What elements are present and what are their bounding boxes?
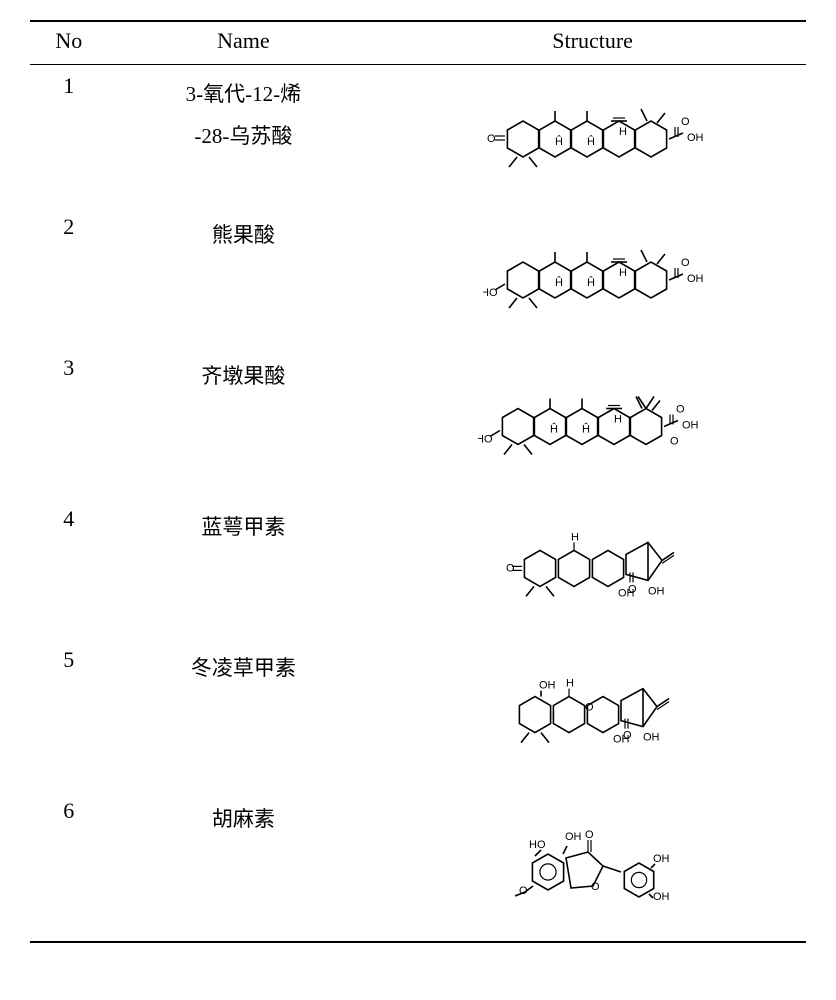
compounds-table: No Name Structure 13-氧代-12-烯-28-乌苏酸ĤĤHOO…: [30, 20, 806, 943]
cell-no: 1: [30, 65, 108, 207]
svg-text:O: O: [681, 257, 690, 269]
svg-text:O: O: [670, 436, 679, 448]
cell-no: 3: [30, 347, 108, 498]
cell-name: 齐墩果酸: [108, 347, 380, 498]
svg-text:H: H: [566, 678, 574, 690]
table-row: 2熊果酸ĤĤHOOHHO: [30, 206, 806, 347]
svg-text:OH: OH: [643, 732, 660, 744]
svg-text:OH: OH: [687, 273, 703, 285]
cell-structure: OHOHOOH: [379, 498, 806, 639]
structure-diagram: OHOHOHOOH: [493, 647, 693, 777]
svg-text:OH: OH: [565, 831, 582, 843]
structure-diagram: Ĥ Ĥ H O OH O: [483, 73, 703, 193]
svg-text:O: O: [676, 404, 685, 416]
svg-text:OH: OH: [687, 132, 703, 144]
svg-text:H: H: [619, 126, 627, 138]
svg-text:O: O: [585, 702, 594, 714]
cell-structure: OHOHOHOOH: [379, 639, 806, 790]
structure-diagram: ĤĤHOOHHOO: [478, 355, 708, 485]
svg-text:O: O: [623, 730, 632, 742]
cell-no: 4: [30, 498, 108, 639]
cell-structure: Ĥ Ĥ H O OH O: [379, 65, 806, 207]
table-header-row: No Name Structure: [30, 21, 806, 65]
cell-structure: ĤĤHOOHHOO: [379, 347, 806, 498]
table-row: 5冬凌草甲素OHOHOHOOH: [30, 639, 806, 790]
svg-text:O: O: [681, 116, 690, 128]
header-name: Name: [108, 21, 380, 65]
svg-text:OH: OH: [653, 891, 670, 903]
svg-text:O: O: [487, 133, 496, 145]
svg-text:O: O: [591, 881, 600, 893]
cell-name: 熊果酸: [108, 206, 380, 347]
svg-text:H: H: [614, 414, 622, 426]
svg-text:Ĥ: Ĥ: [550, 423, 558, 436]
svg-text:H: H: [619, 267, 627, 279]
svg-text:HO: HO: [483, 287, 498, 299]
table-row: 4蓝萼甲素OHOHOOH: [30, 498, 806, 639]
svg-text:O: O: [628, 583, 637, 595]
cell-name: 冬凌草甲素: [108, 639, 380, 790]
svg-text:Ĥ: Ĥ: [582, 423, 590, 436]
cell-no: 5: [30, 639, 108, 790]
svg-text:OH: OH: [653, 853, 670, 865]
svg-text:OH: OH: [539, 680, 556, 692]
svg-text:OH: OH: [682, 420, 699, 432]
table-row: 6胡麻素OOHOOHOOHOH: [30, 790, 806, 942]
svg-text:O: O: [585, 829, 594, 841]
table-row: 3齐墩果酸ĤĤHOOHHOO: [30, 347, 806, 498]
svg-text:Ĥ: Ĥ: [587, 276, 595, 289]
structure-diagram: ĤĤHOOHHO: [483, 214, 703, 334]
cell-no: 6: [30, 790, 108, 942]
cell-no: 2: [30, 206, 108, 347]
svg-text:HO: HO: [478, 434, 493, 446]
svg-text:Ĥ: Ĥ: [587, 135, 595, 148]
svg-text:Ĥ: Ĥ: [555, 276, 563, 289]
structure-diagram: OOHOOHOOHOH: [493, 798, 693, 928]
svg-text:OH: OH: [648, 585, 665, 597]
cell-name: 3-氧代-12-烯-28-乌苏酸: [108, 65, 380, 207]
svg-text:HO: HO: [529, 839, 546, 851]
table-row: 13-氧代-12-烯-28-乌苏酸 Ĥ Ĥ H O OH O: [30, 65, 806, 207]
structure-diagram: OHOHOOH: [498, 506, 688, 626]
svg-text:H: H: [571, 531, 579, 543]
header-structure: Structure: [379, 21, 806, 65]
table-body: 13-氧代-12-烯-28-乌苏酸ĤĤHOOHO2熊果酸ĤĤHOOHHO3齐墩果…: [30, 65, 806, 943]
cell-name: 胡麻素: [108, 790, 380, 942]
cell-structure: OOHOOHOOHOH: [379, 790, 806, 942]
svg-text:Ĥ: Ĥ: [555, 135, 563, 148]
cell-structure: ĤĤHOOHHO: [379, 206, 806, 347]
cell-name: 蓝萼甲素: [108, 498, 380, 639]
svg-text:O: O: [506, 562, 515, 574]
header-no: No: [30, 21, 108, 65]
